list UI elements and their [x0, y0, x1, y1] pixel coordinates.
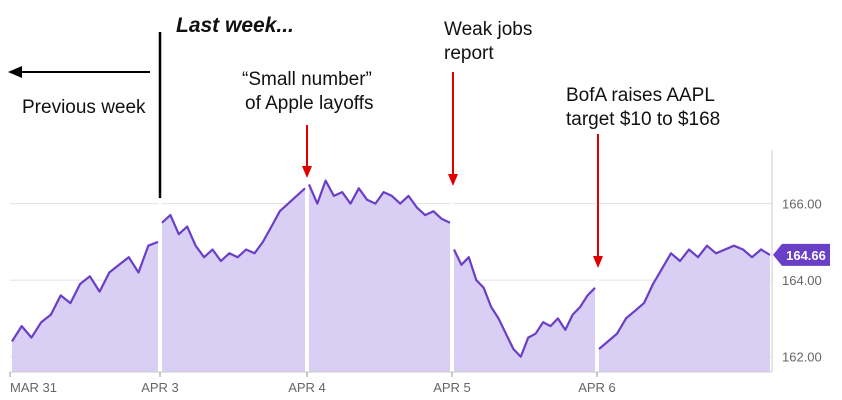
annotation-layoffs-line2: of Apple layoffs: [245, 93, 374, 114]
annotation-jobs-line2: report: [444, 43, 494, 64]
x-tick-label: APR 5: [433, 380, 471, 395]
price-area-apr-4: [309, 180, 450, 372]
price-area-mar-31: [12, 241, 158, 372]
annotation-bofa-line1: BofA raises AAPL: [566, 85, 715, 106]
last-price-badge: [773, 243, 830, 266]
last-price-label: 164.66: [786, 248, 826, 263]
price-line-apr-3: [161, 187, 306, 263]
price-line-mar-31: [11, 240, 159, 342]
layoffs-arrow-head: [302, 166, 312, 178]
x-tick-label: APR 4: [288, 380, 326, 395]
price-area-apr-5: [454, 249, 595, 372]
y-tick-label: 166.00: [782, 197, 822, 212]
previous-week-arrowhead: [8, 66, 22, 78]
axes: 166.00 164.00 162.00 MAR 31 APR 3 APR 4 APR 5 A…: [9, 150, 822, 395]
annotation-last-week: Last week...: [176, 14, 294, 37]
annotation-jobs-line1: Weak jobs: [444, 19, 533, 40]
annotation-arrows: [8, 32, 603, 268]
price-line-layer: [11, 179, 771, 358]
x-tick-label: APR 6: [578, 380, 616, 395]
price-line-apr-6: [598, 244, 771, 350]
price-area-apr-3: [162, 188, 305, 372]
price-area-apr-6: [599, 245, 770, 372]
x-tick-label: APR 3: [141, 380, 179, 395]
price-line-apr-5: [453, 249, 596, 358]
annotation-layoffs-line1: “Small number”: [242, 69, 372, 90]
annotation-previous-week: Previous week: [22, 97, 146, 118]
price-line-apr-4: [307, 179, 451, 224]
jobs-report-arrow-head: [448, 174, 458, 186]
price-area-layer: [12, 180, 770, 372]
y-tick-label: 164.00: [782, 273, 822, 288]
y-tick-label: 162.00: [782, 350, 822, 365]
x-tick-label: MAR 31: [10, 380, 57, 395]
annotation-bofa-line2: target $10 to $168: [566, 109, 721, 130]
last-price-badge-layer: 164.66: [773, 243, 830, 266]
bofa-arrow-head: [593, 256, 603, 268]
